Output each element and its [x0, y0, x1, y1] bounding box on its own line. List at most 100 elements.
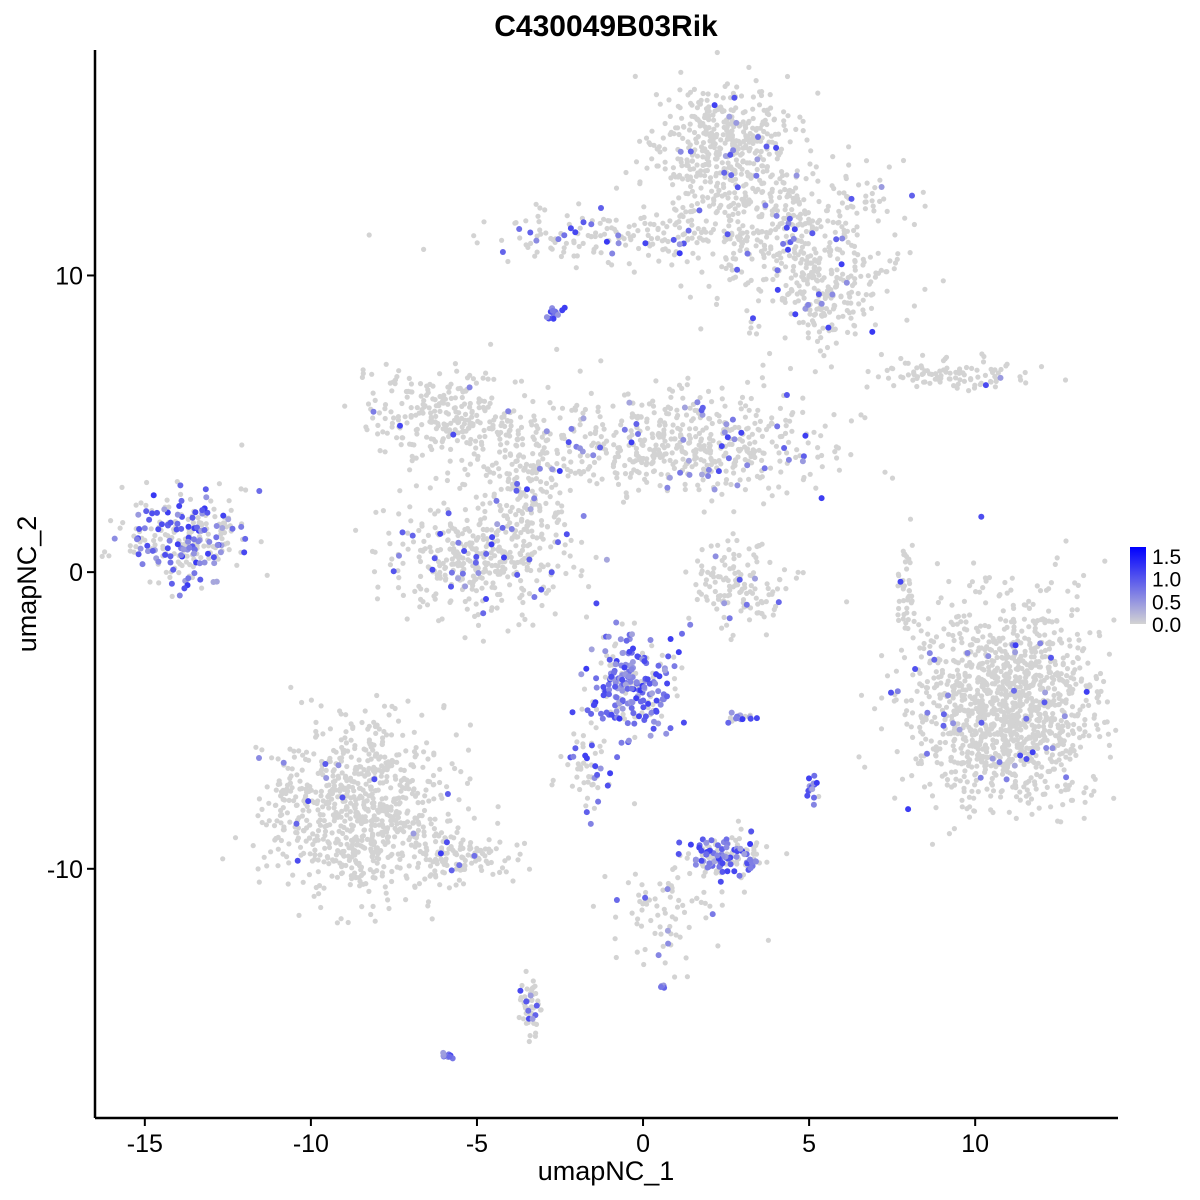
cell-point [918, 628, 924, 634]
cell-point [671, 654, 677, 660]
cell-point [972, 694, 978, 700]
cell-point [552, 611, 558, 617]
cell-point [678, 69, 684, 75]
cell-point [1028, 775, 1034, 781]
cell-point [492, 553, 498, 559]
cell-point [811, 429, 817, 435]
cell-point [933, 747, 939, 753]
cell-point [678, 283, 684, 289]
cell-point [547, 494, 553, 500]
cell-point [654, 235, 661, 241]
cell-point [977, 661, 983, 667]
cell-point [166, 504, 172, 510]
cell-point [1013, 815, 1019, 822]
cell-point [675, 425, 681, 431]
cell-point [768, 194, 774, 200]
cell-point [793, 575, 800, 581]
cell-point [803, 265, 809, 271]
cell-point [580, 741, 586, 747]
cell-point [354, 842, 360, 848]
cell-point [1019, 743, 1025, 749]
cell-point [491, 417, 497, 423]
cell-point [737, 163, 743, 170]
cell-point [558, 253, 565, 260]
cell-point [642, 437, 648, 443]
cell-point [592, 750, 598, 756]
cell-point [424, 740, 430, 746]
cell-point [489, 395, 495, 401]
cell-point [1063, 538, 1069, 544]
cell-point [735, 210, 741, 216]
cell-point [656, 258, 662, 264]
cell-point [695, 170, 701, 176]
cell-point [480, 638, 486, 644]
cell-point [144, 479, 150, 486]
cell-point [521, 587, 527, 593]
cell-point [1026, 605, 1032, 612]
cell-point [520, 454, 527, 460]
cell-point [477, 420, 483, 426]
cell-point [1065, 732, 1071, 738]
cell-point [737, 589, 743, 596]
cell-point [1106, 651, 1112, 657]
cell-point [497, 436, 503, 442]
cell-point [980, 585, 986, 591]
cell-point [719, 625, 725, 631]
cell-point [375, 787, 381, 793]
cell-point [604, 438, 610, 444]
cell-point [529, 552, 535, 558]
cell-point [422, 876, 428, 882]
cell-point [383, 732, 390, 738]
cell-point [736, 552, 742, 559]
cell-point [718, 137, 724, 143]
cell-point [972, 699, 978, 705]
cell-point [1017, 684, 1023, 690]
cell-point [715, 180, 721, 186]
cell-point [471, 233, 477, 239]
cell-point [569, 783, 576, 789]
cell-point [804, 137, 810, 143]
cell-point [544, 523, 551, 530]
cell-point [776, 250, 783, 256]
cell-point [680, 232, 686, 238]
cell-point [960, 736, 967, 742]
cell-point [902, 625, 908, 631]
cell-point [1049, 752, 1055, 758]
chart-title: C430049B03Rik [494, 10, 718, 43]
cell-point [769, 221, 776, 227]
cell-point [1069, 712, 1075, 718]
cell-point [660, 135, 666, 141]
cell-point [687, 294, 694, 300]
cell-point [797, 114, 803, 120]
cell-point [1020, 658, 1026, 664]
cell-point [734, 537, 740, 544]
cell-point [285, 765, 291, 771]
cell-point [380, 508, 386, 514]
cell-point [538, 518, 545, 524]
cell-point [754, 559, 760, 565]
cell-point [901, 655, 908, 661]
cell-point [737, 400, 744, 406]
cell-point [505, 515, 511, 522]
cell-point [434, 572, 440, 578]
cell-point [749, 256, 755, 262]
cell-point [760, 362, 766, 368]
cell-point [387, 541, 393, 547]
cell-point [435, 508, 441, 514]
cell-point [293, 829, 299, 836]
cell-point [767, 92, 773, 98]
cell-point [895, 251, 901, 257]
cell-point [978, 645, 985, 651]
cell-point [344, 841, 350, 847]
cell-point [382, 884, 388, 890]
cell-point [102, 549, 108, 555]
cell-point [364, 798, 370, 804]
cell-point [696, 235, 703, 241]
cell-point [716, 105, 722, 111]
cell-point [621, 716, 628, 722]
cell-point [838, 293, 844, 299]
cell-point [530, 534, 536, 540]
cell-point [340, 830, 346, 837]
cell-point [950, 743, 956, 749]
cell-point [423, 845, 429, 851]
